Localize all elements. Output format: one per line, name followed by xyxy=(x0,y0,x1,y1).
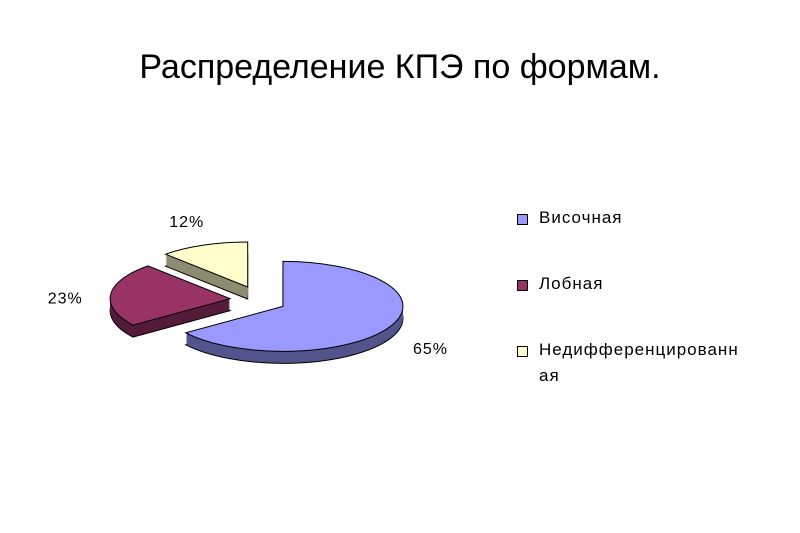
slice-top xyxy=(164,241,249,288)
legend-swatch xyxy=(517,280,528,291)
legend-item: Недифференцированная xyxy=(515,337,738,403)
pie-slice xyxy=(184,260,404,364)
legend-label: Лобная xyxy=(539,274,604,293)
slice-top xyxy=(184,260,404,352)
legend-item: Лобная xyxy=(515,271,735,337)
legend-swatch xyxy=(517,214,528,225)
legend: Височная Лобная Недифференцированная xyxy=(515,205,738,403)
data-label: 65% xyxy=(413,341,448,358)
legend-label: Недифференцированная xyxy=(539,340,739,385)
legend-item: Височная xyxy=(515,205,735,271)
data-label: 12% xyxy=(169,214,204,231)
slice-top xyxy=(109,265,232,326)
pie-slice xyxy=(109,265,232,338)
chart-title: Распределение КПЭ по формам. xyxy=(139,48,661,86)
legend-swatch xyxy=(517,346,528,357)
legend-label: Височная xyxy=(539,208,623,227)
data-label: 23% xyxy=(48,291,83,308)
pie-slice xyxy=(164,241,249,300)
